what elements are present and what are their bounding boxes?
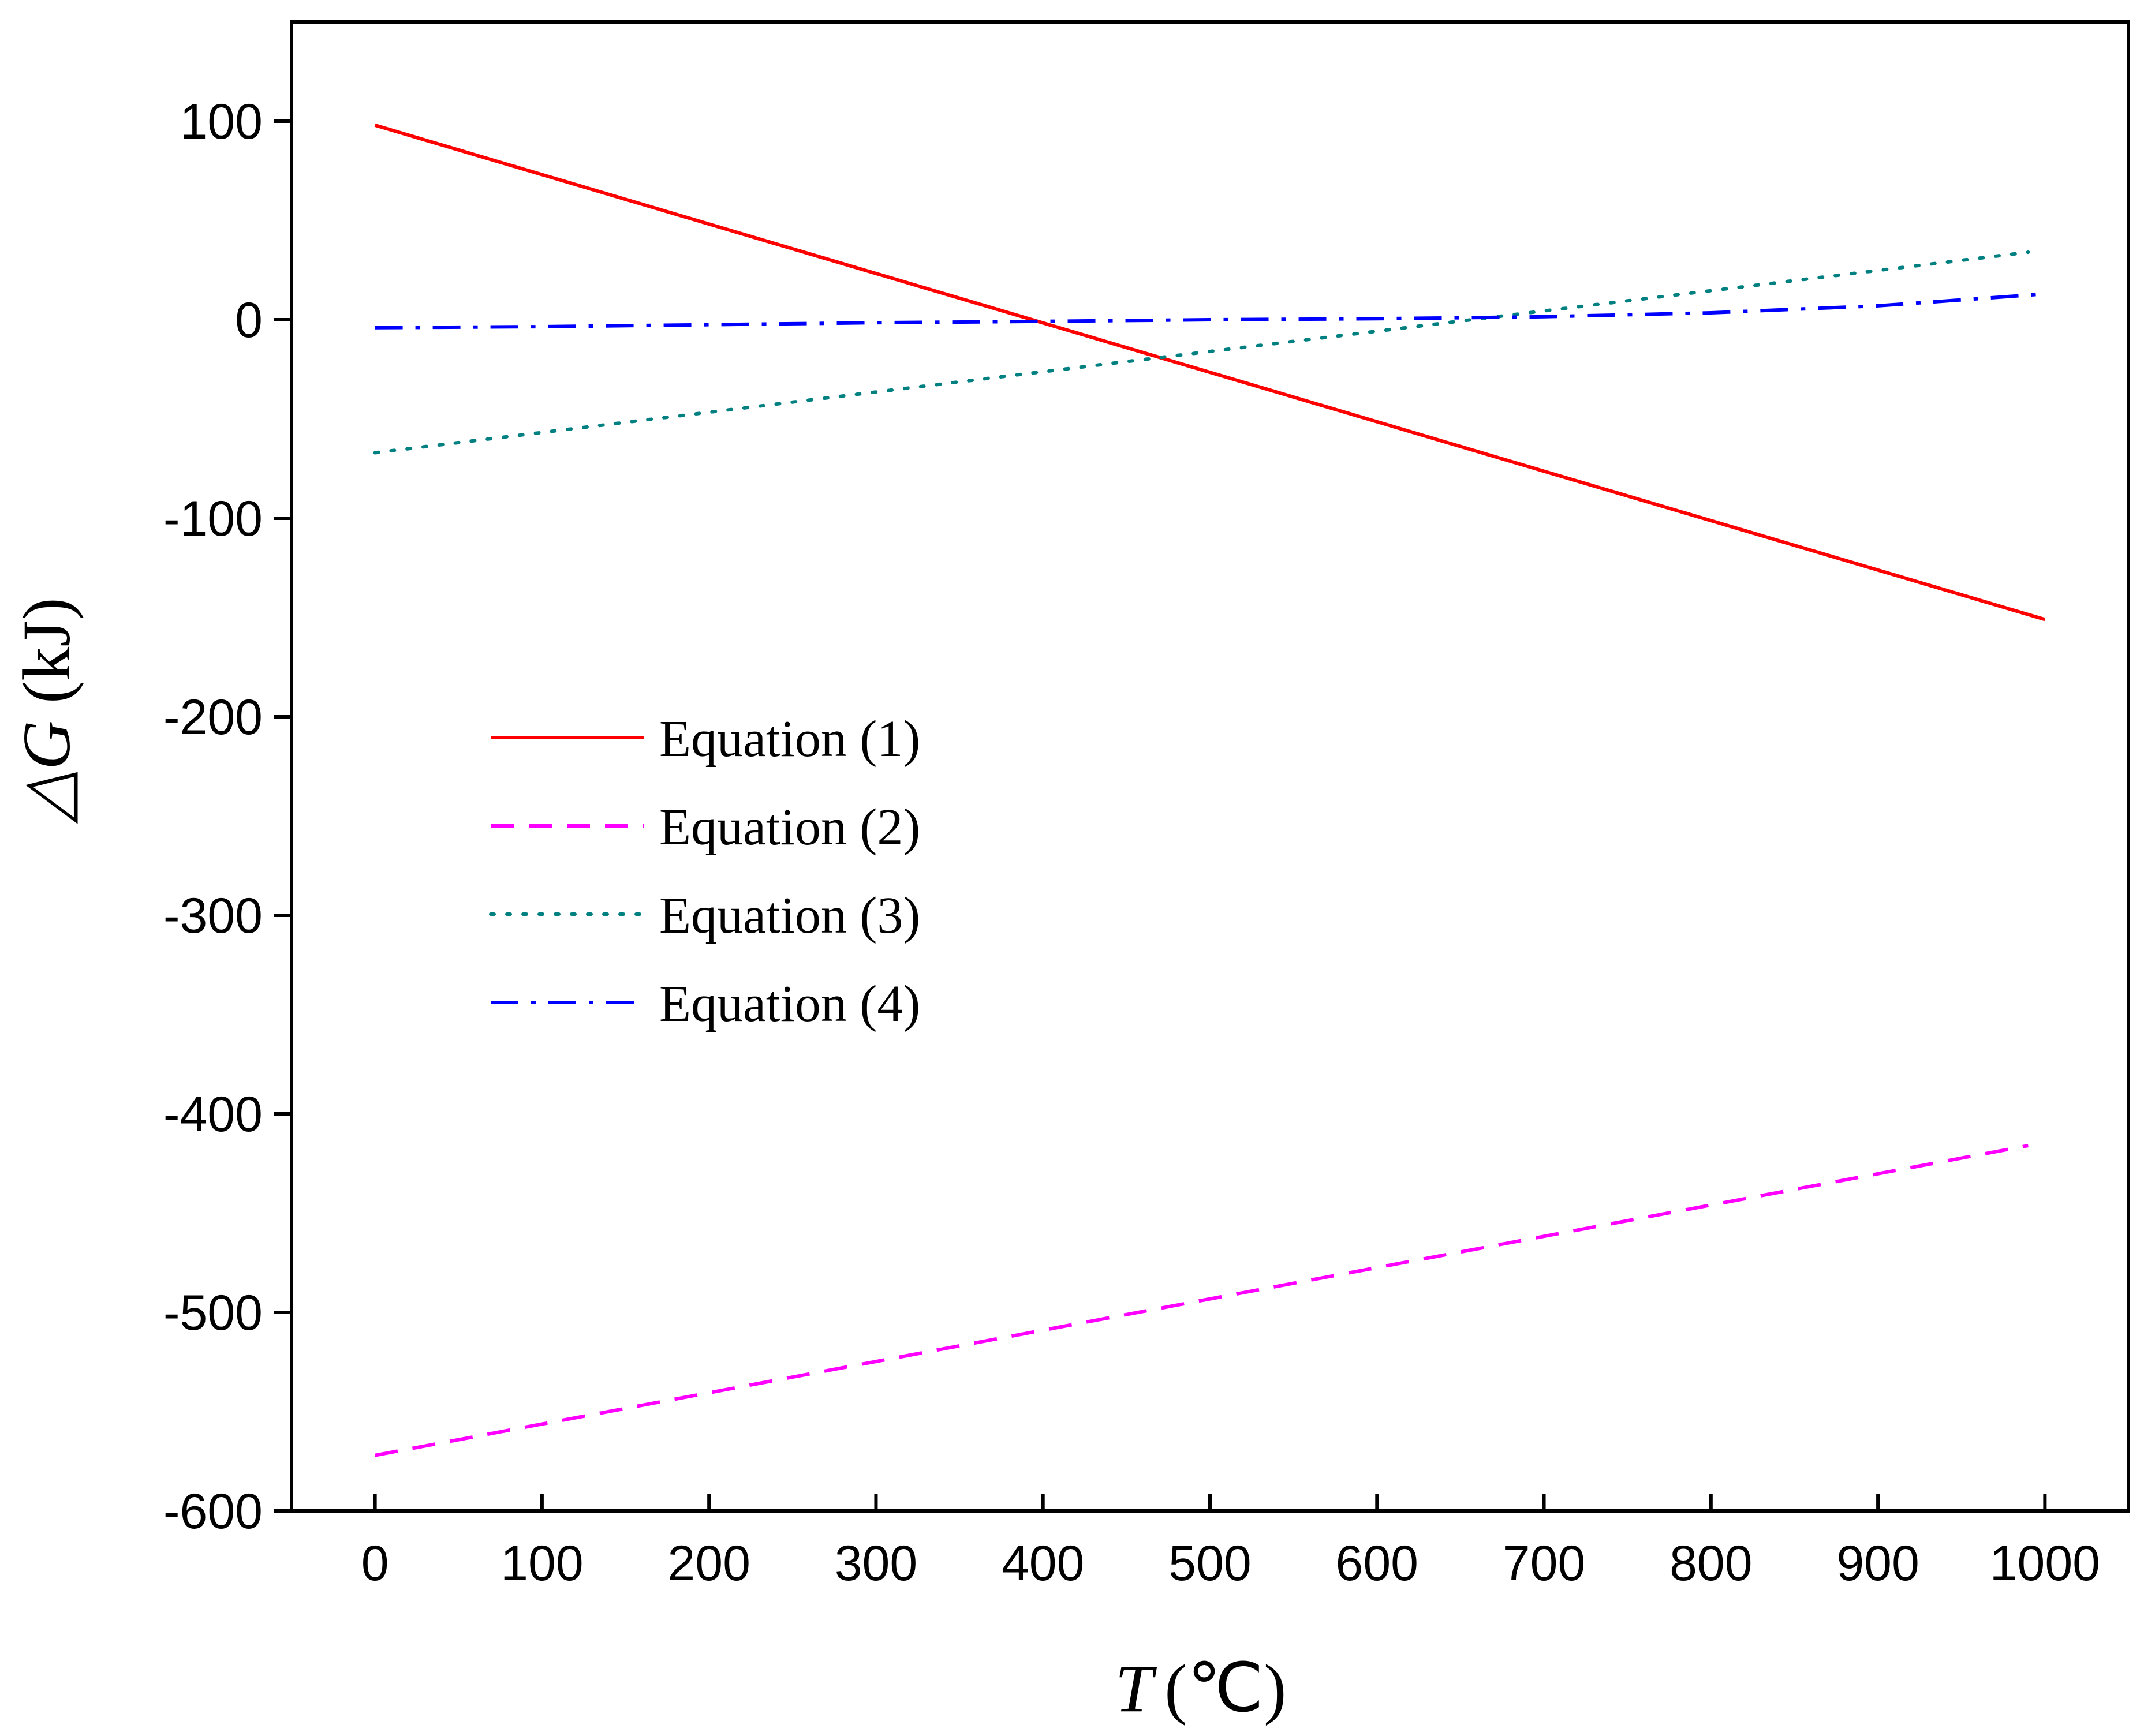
series-layer bbox=[373, 124, 2046, 1457]
x-tick-label: 700 bbox=[1503, 1536, 1586, 1591]
y-tick-label: 100 bbox=[180, 94, 263, 149]
x-axis-title-unit: (℃) bbox=[1164, 1651, 1286, 1726]
y-tick-label: 0 bbox=[235, 293, 263, 348]
series-line-1 bbox=[374, 124, 2046, 622]
series-line-3 bbox=[373, 250, 2030, 455]
y-axis: 100 0 -100 -200 -300 -400 -500 -600 bbox=[163, 94, 292, 1539]
x-tick-label: 0 bbox=[361, 1536, 389, 1591]
x-tick-label: 100 bbox=[500, 1536, 584, 1591]
y-tick-label: -500 bbox=[163, 1285, 263, 1341]
y-tick-label: -600 bbox=[163, 1484, 263, 1539]
x-tick-label: 500 bbox=[1168, 1536, 1252, 1591]
x-tick-label: 400 bbox=[1002, 1536, 1085, 1591]
x-axis: 0 100 200 300 400 500 600 700 800 900 1000 bbox=[361, 1494, 2100, 1591]
x-tick-label: 800 bbox=[1669, 1536, 1753, 1591]
x-tick-label: 600 bbox=[1336, 1536, 1419, 1591]
series-line-4 bbox=[375, 292, 2045, 330]
legend-label-1: Equation (1) bbox=[659, 710, 920, 768]
y-tick-label: -300 bbox=[163, 888, 263, 944]
x-tick-label: 300 bbox=[835, 1536, 918, 1591]
y-axis-title-unit: (kJ) bbox=[9, 598, 84, 721]
x-tick-label: 200 bbox=[667, 1536, 750, 1591]
plot-area bbox=[290, 20, 2130, 1513]
x-axis-title-var: T bbox=[1115, 1651, 1157, 1726]
legend: Equation (1) Equation (2) Equation (3) Equa… bbox=[489, 710, 920, 1032]
legend-label-3: Equation (3) bbox=[659, 887, 920, 944]
y-axis-title: △G (kJ) bbox=[9, 598, 84, 825]
y-tick-label: -400 bbox=[163, 1087, 263, 1142]
legend-label-2: Equation (2) bbox=[659, 799, 920, 856]
y-tick-label: -200 bbox=[163, 690, 263, 745]
y-axis-title-var: △G bbox=[9, 721, 84, 825]
x-axis-title: T (℃) bbox=[1115, 1651, 1287, 1726]
x-tick-label: 1000 bbox=[1990, 1536, 2100, 1591]
legend-label-4: Equation (4) bbox=[659, 975, 920, 1032]
x-tick-label: 900 bbox=[1836, 1536, 1919, 1591]
y-tick-label: -100 bbox=[163, 491, 263, 547]
series-line-2 bbox=[375, 1144, 2029, 1457]
